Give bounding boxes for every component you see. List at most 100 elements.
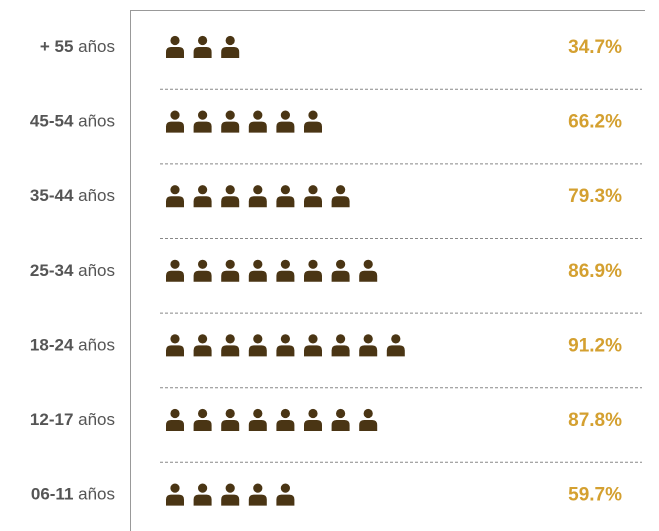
icon-body	[166, 121, 184, 133]
person-icon	[248, 185, 267, 208]
person-icon	[248, 483, 267, 506]
icon-head	[170, 408, 180, 419]
person-icon	[166, 35, 184, 58]
icon-head	[253, 334, 263, 344]
icon-body	[221, 420, 240, 431]
person-icon	[304, 408, 322, 431]
value-label: 87.8%	[568, 410, 622, 431]
icon-head	[170, 185, 180, 195]
person-icon	[304, 334, 322, 357]
icon-head	[363, 259, 373, 269]
person-icon	[221, 408, 240, 431]
icon-head	[280, 110, 290, 120]
icon-body	[276, 270, 295, 282]
icon-head	[280, 259, 290, 269]
icon-head	[363, 408, 373, 419]
category-label: + 55 años	[40, 37, 115, 56]
person-icon	[331, 185, 350, 208]
person-icon	[248, 259, 267, 282]
icon-head	[198, 35, 208, 46]
person-icon	[304, 259, 322, 282]
icon-head	[280, 334, 290, 344]
person-icon	[276, 408, 295, 431]
category-label: 12-17 años	[30, 410, 115, 429]
icon-head	[308, 259, 318, 269]
icon-head	[308, 185, 318, 195]
icon-body	[304, 345, 322, 357]
icon-head	[336, 334, 346, 344]
icon-body	[221, 270, 240, 282]
person-icon	[359, 408, 378, 431]
icon-head	[198, 408, 208, 419]
icon-head	[253, 483, 263, 493]
person-icon	[221, 185, 240, 208]
icon-head	[198, 334, 208, 344]
icon-body	[248, 494, 267, 506]
icon-body	[193, 270, 212, 282]
icon-head	[308, 334, 318, 344]
icon-body	[166, 420, 184, 431]
icon-head	[336, 185, 346, 195]
icon-head	[170, 334, 180, 344]
icon-head	[308, 408, 318, 419]
icon-body	[248, 196, 267, 208]
person-icon	[221, 483, 240, 506]
person-icon	[331, 334, 350, 357]
person-icon	[166, 483, 184, 506]
person-icon	[193, 408, 212, 431]
icon-body	[166, 345, 184, 357]
icon-head	[225, 408, 235, 419]
icon-body	[221, 121, 240, 133]
person-icon	[193, 259, 212, 282]
category-label: 18-24 años	[30, 336, 115, 355]
person-icon	[221, 334, 240, 357]
person-icon	[304, 185, 322, 208]
icon-body	[166, 494, 184, 506]
icon-head	[253, 110, 263, 120]
person-icon	[166, 259, 184, 282]
category-label: 25-34 años	[30, 261, 115, 280]
icon-head	[225, 483, 235, 493]
icon-head	[225, 35, 235, 46]
icon-body	[359, 345, 378, 357]
category-label: 06-11 años	[31, 485, 115, 504]
icon-head	[308, 110, 318, 120]
icon-body	[304, 196, 322, 208]
icon-head	[225, 110, 235, 120]
icon-body	[221, 196, 240, 208]
icon-head	[253, 259, 263, 269]
icon-head	[225, 185, 235, 195]
person-icon	[276, 110, 295, 133]
icon-body	[248, 420, 267, 431]
icon-head	[391, 334, 401, 344]
category-label: 45-54 años	[30, 112, 115, 131]
icon-head	[170, 35, 180, 46]
icon-body	[276, 420, 295, 431]
icon-body	[331, 270, 350, 282]
person-icon	[331, 408, 350, 431]
icon-head	[170, 110, 180, 120]
icon-head	[336, 259, 346, 269]
icon-body	[221, 494, 240, 506]
value-label: 86.9%	[568, 261, 622, 282]
icon-body	[166, 196, 184, 208]
icon-head	[336, 408, 346, 419]
icon-head	[280, 185, 290, 195]
icon-head	[170, 483, 180, 493]
person-icon	[221, 259, 240, 282]
icon-head	[198, 259, 208, 269]
person-icon	[193, 35, 212, 58]
icon-body	[166, 270, 184, 282]
icon-body	[193, 420, 212, 431]
icon-head	[198, 185, 208, 195]
icon-head	[280, 408, 290, 419]
value-label: 79.3%	[568, 186, 622, 207]
icon-body	[331, 196, 350, 208]
value-label: 91.2%	[568, 335, 622, 356]
icon-body	[276, 196, 295, 208]
icon-head	[198, 110, 208, 120]
icon-body	[359, 270, 378, 282]
icon-body	[248, 345, 267, 357]
icon-head	[225, 334, 235, 344]
icon-body	[331, 420, 350, 431]
